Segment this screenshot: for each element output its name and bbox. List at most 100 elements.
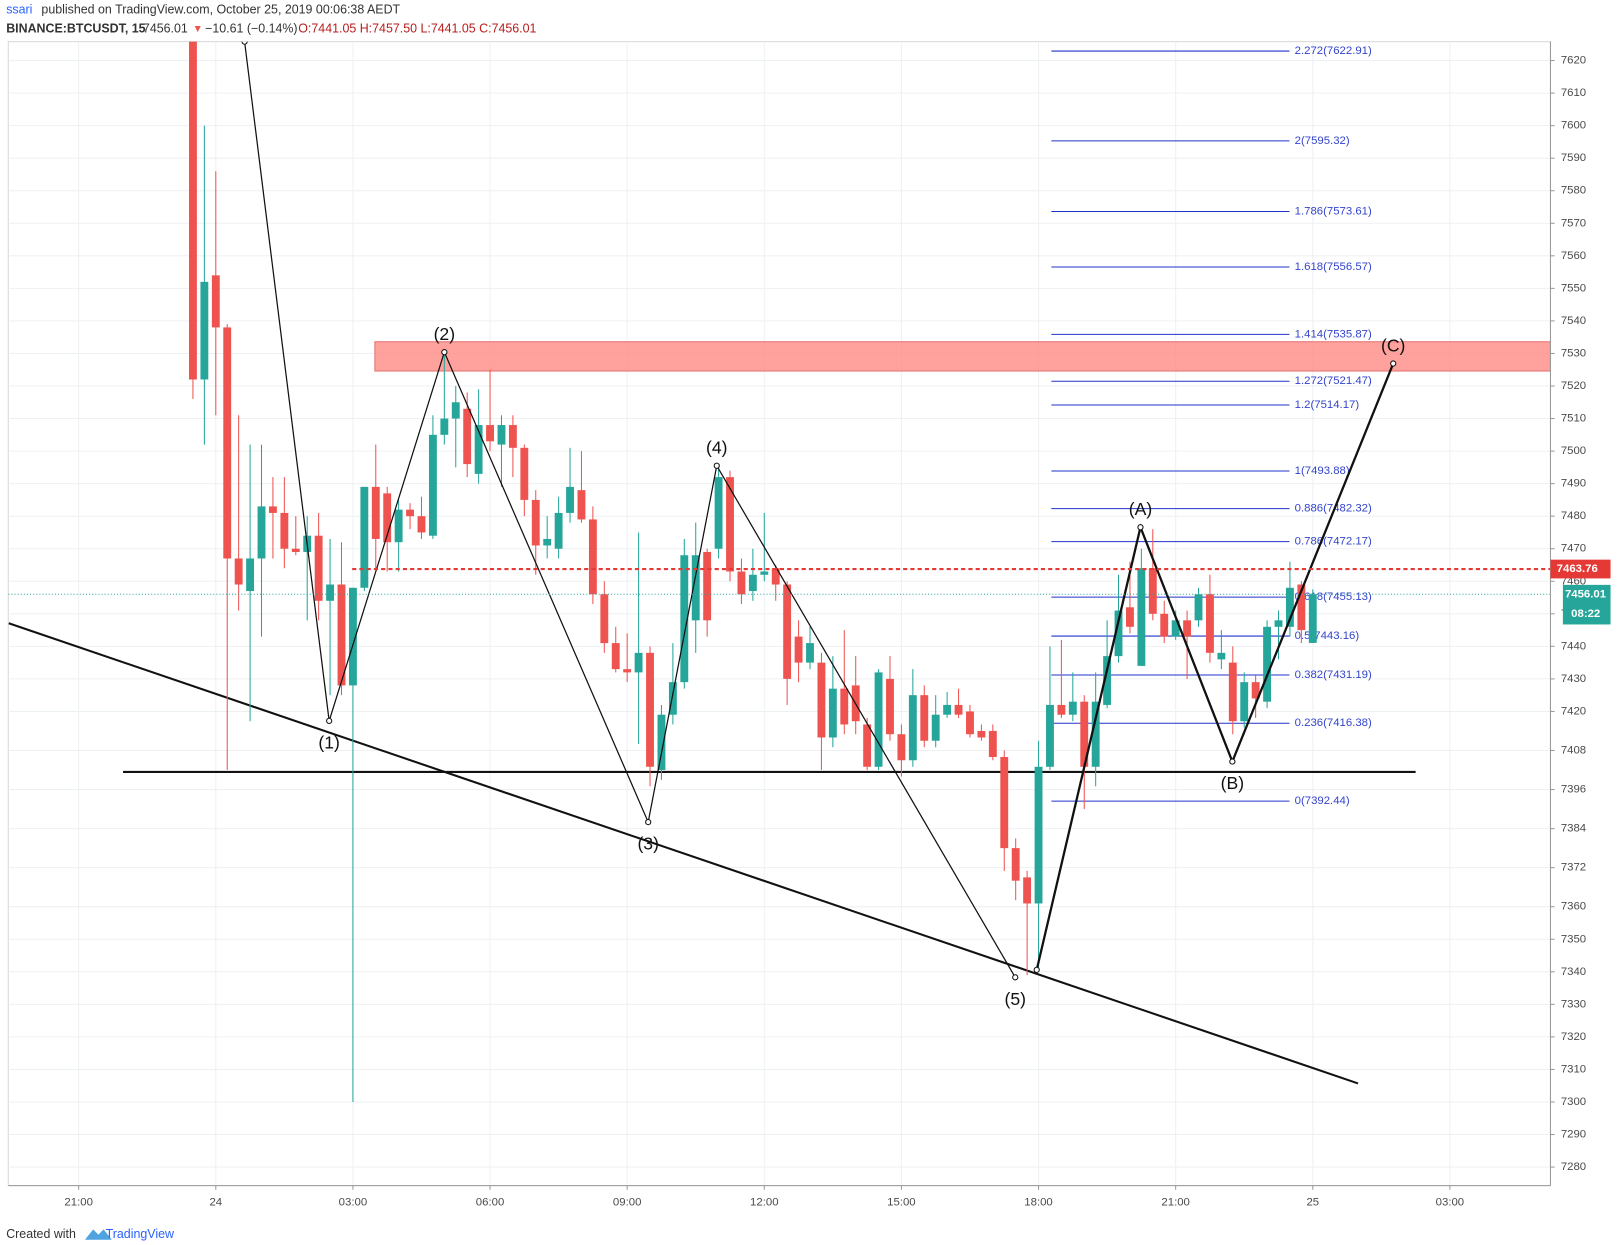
candle-body bbox=[417, 516, 426, 533]
candle-body bbox=[428, 434, 437, 536]
candle-body bbox=[508, 425, 517, 448]
y-tick-label: 7360 bbox=[1561, 901, 1586, 913]
fib-label: 0.886(7482.32) bbox=[1295, 503, 1372, 515]
published: published on TradingView.com, October 25… bbox=[41, 3, 400, 17]
fib-label: 0.382(7431.19) bbox=[1295, 669, 1372, 681]
fib-label: 0.786(7472.17) bbox=[1295, 536, 1372, 548]
candle-body bbox=[394, 509, 403, 543]
resistance-zone bbox=[374, 341, 1551, 372]
footer-brand: TradingView bbox=[106, 1227, 175, 1241]
fib-label: 1.618(7556.57) bbox=[1295, 261, 1372, 273]
candle-body bbox=[668, 682, 677, 715]
wave-point bbox=[1229, 758, 1236, 765]
candle-body bbox=[1068, 701, 1077, 715]
x-tick-label: 03:00 bbox=[339, 1196, 367, 1208]
overlay: 7620 7610 7600 7590 7580 7570 7560 7550 7540 7530… bbox=[8, 41, 1611, 1208]
candle-body bbox=[977, 730, 986, 738]
y-tick-label: 7580 bbox=[1561, 185, 1586, 197]
candle-body bbox=[771, 568, 780, 585]
x-tick-label: 12:00 bbox=[750, 1196, 778, 1208]
candle-body bbox=[1126, 607, 1134, 627]
candle-body bbox=[737, 571, 746, 595]
candle-body bbox=[760, 571, 769, 575]
candle-body bbox=[623, 669, 632, 673]
candle-body bbox=[383, 493, 392, 543]
candle-body bbox=[554, 512, 563, 549]
candle-body bbox=[1080, 701, 1089, 767]
candle-body bbox=[189, 41, 197, 380]
candle-body bbox=[1103, 656, 1112, 705]
wave-point bbox=[326, 717, 333, 725]
candle-body bbox=[954, 704, 963, 715]
candle-body bbox=[234, 558, 243, 585]
y-tick-label: 7396 bbox=[1561, 784, 1586, 796]
candle-body bbox=[246, 558, 255, 592]
candle-body bbox=[748, 574, 757, 592]
y-tick-label: 7384 bbox=[1561, 823, 1587, 835]
candle-body bbox=[1160, 613, 1169, 637]
y-tick-label: 7480 bbox=[1561, 510, 1586, 522]
candle-body bbox=[268, 506, 277, 513]
candle-body bbox=[440, 418, 449, 435]
y-tick-label: 7470 bbox=[1561, 543, 1586, 555]
y-tick-label: 7300 bbox=[1561, 1096, 1586, 1108]
y-tick-label: 7420 bbox=[1561, 705, 1586, 717]
y-tick-label: 7570 bbox=[1561, 217, 1586, 229]
candle-body bbox=[486, 425, 494, 442]
candle-body bbox=[314, 535, 323, 601]
candle-body bbox=[211, 275, 220, 328]
y-tick-label: 7590 bbox=[1561, 152, 1586, 164]
candle-body bbox=[897, 734, 906, 761]
y-tick-label: 7330 bbox=[1561, 998, 1586, 1010]
y-tick-label: 7520 bbox=[1561, 380, 1586, 392]
wave-point bbox=[1390, 360, 1397, 367]
alert-badge bbox=[1550, 559, 1611, 579]
candle-body bbox=[1046, 704, 1054, 767]
candle-body bbox=[840, 688, 849, 725]
y-tick-label: 7430 bbox=[1561, 673, 1586, 685]
wave-point bbox=[1137, 524, 1144, 531]
candle-body bbox=[1011, 848, 1020, 881]
fib-label: 1.272(7521.47) bbox=[1295, 375, 1372, 387]
candle-body bbox=[257, 506, 266, 559]
fib-label: 1(7493.88) bbox=[1295, 465, 1350, 477]
candle-body bbox=[863, 724, 872, 767]
last-badge bbox=[1562, 584, 1611, 625]
wave-label: (B) bbox=[1221, 773, 1244, 793]
candle-body bbox=[1023, 877, 1032, 904]
candle-body bbox=[726, 477, 734, 572]
y-tick-label: 7340 bbox=[1561, 966, 1586, 978]
y-tick-label: 7350 bbox=[1561, 933, 1586, 945]
candle-body bbox=[703, 551, 712, 621]
wave-point bbox=[441, 349, 448, 356]
candle-body bbox=[291, 548, 300, 552]
candle-body bbox=[611, 643, 620, 670]
candle-body bbox=[1137, 568, 1146, 666]
fib-label: 2.272(7622.91) bbox=[1295, 45, 1372, 57]
candle-body bbox=[691, 555, 700, 621]
candle-body bbox=[223, 327, 232, 559]
candle-body bbox=[1171, 620, 1180, 637]
candle-body bbox=[600, 594, 609, 644]
candle-body bbox=[1091, 701, 1100, 767]
fib-label: 1.786(7573.61) bbox=[1295, 206, 1372, 218]
x-tick-label: 25 bbox=[1306, 1196, 1319, 1208]
candle-body bbox=[1308, 594, 1317, 643]
wave-label: (1) bbox=[318, 732, 339, 752]
candle-body bbox=[1263, 626, 1272, 702]
candle-body bbox=[280, 512, 289, 549]
y-tick-label: 7540 bbox=[1561, 315, 1586, 327]
candle-body bbox=[657, 714, 666, 771]
wave-line bbox=[243, 41, 1016, 978]
candle-body bbox=[920, 695, 929, 741]
candle-body bbox=[1206, 594, 1214, 653]
y-tick-label: 7440 bbox=[1561, 640, 1586, 652]
y-tick-label: 7620 bbox=[1561, 55, 1586, 67]
candle-body bbox=[1148, 568, 1157, 614]
candle-body bbox=[520, 447, 529, 500]
fib-label: 0.236(7416.38) bbox=[1295, 717, 1372, 729]
candle-body bbox=[531, 499, 540, 546]
candle-body bbox=[337, 584, 346, 686]
